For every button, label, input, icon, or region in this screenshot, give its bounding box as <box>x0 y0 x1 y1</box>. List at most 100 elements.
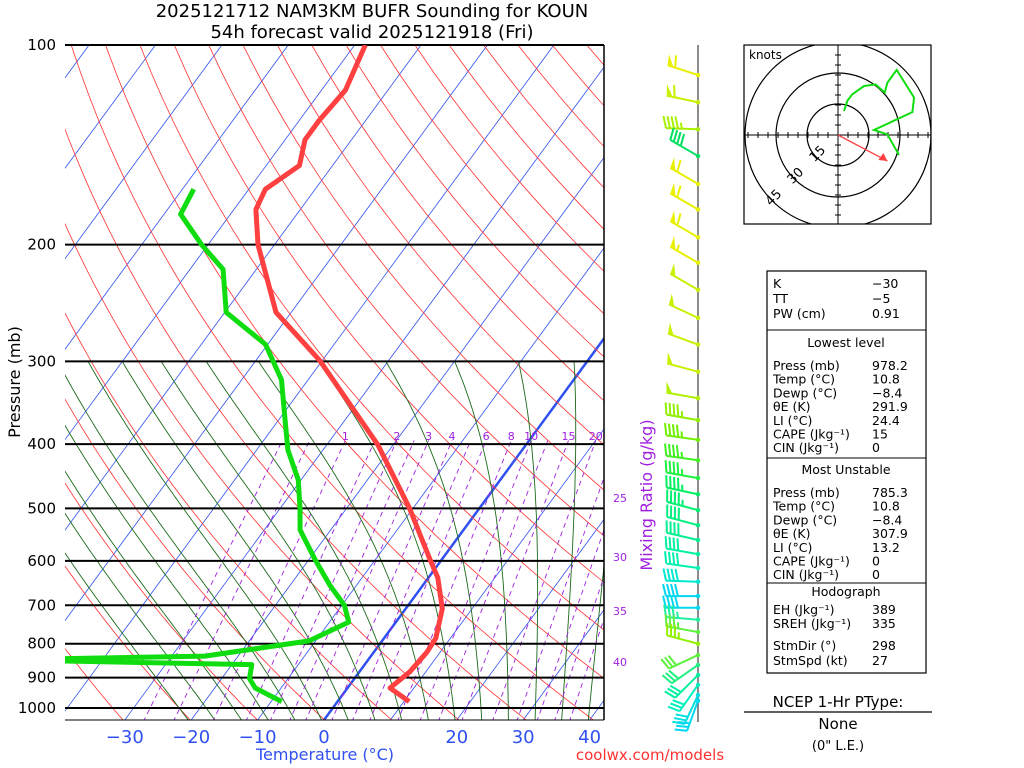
lowest-level-value: 15 <box>872 427 888 442</box>
moist-adiabat <box>87 361 322 720</box>
lowest-level-heading: Lowest level <box>807 335 884 350</box>
lowest-level-label: Dewp (°C) <box>773 385 837 400</box>
dry-adiabat <box>345 45 604 358</box>
moist-adiabat <box>517 361 539 720</box>
dry-adiabat <box>65 647 124 720</box>
index-label: PW (cm) <box>773 306 826 321</box>
most-unstable-label: CAPE (Jkg⁻¹) <box>773 554 850 569</box>
wind-barb <box>666 504 701 528</box>
profiles <box>65 45 445 704</box>
chart-title-line1: 2025121712 NAM3KM BUFR Sounding for KOUN <box>156 1 589 22</box>
most-unstable-value: −8.4 <box>872 512 902 527</box>
moist-adiabat <box>65 470 242 720</box>
most-unstable-value: 0 <box>872 554 880 569</box>
most-unstable-label: Press (mb) <box>773 485 840 500</box>
wind-barb <box>664 460 701 481</box>
hodograph-stat-label: StmSpd (kt) <box>773 653 848 668</box>
isotherm <box>65 45 289 350</box>
wind-barb <box>664 443 701 463</box>
mixing-ratio-line <box>143 440 283 720</box>
isobars <box>65 44 604 721</box>
moist-adiabat <box>258 361 429 720</box>
moist-adiabat <box>160 361 376 720</box>
lowest-level-value: 291.9 <box>872 399 908 414</box>
wind-barb <box>667 322 701 347</box>
dry-adiabat <box>311 45 604 402</box>
wind-barb <box>662 568 701 584</box>
mixing-ratio-line <box>369 440 487 720</box>
index-label: K <box>773 276 782 291</box>
zero-degree-isotherm <box>322 336 604 720</box>
wind-barb <box>662 595 701 610</box>
storm-motion-vector <box>837 134 888 162</box>
pressure-tick-label: 700 <box>27 596 56 614</box>
hodograph-stat-label: SREH (Jkg⁻¹) <box>773 616 851 631</box>
mixing-ratio-line <box>397 440 512 720</box>
lowest-level-label: CIN (Jkg⁻¹) <box>773 440 839 455</box>
mixing-ratio-axis-label: Mixing Ratio (g/kg) <box>637 419 656 570</box>
moist-adiabat <box>318 361 456 720</box>
mixing-ratio-line <box>270 440 398 720</box>
index-value: −30 <box>872 276 898 291</box>
pressure-tick-label: 600 <box>27 552 56 570</box>
isotherm <box>124 66 604 720</box>
most-unstable-label: Dewp (°C) <box>773 512 837 527</box>
mixing-ratio-line <box>289 440 415 720</box>
dry-adiabat <box>173 45 604 583</box>
wind-barb <box>664 402 701 423</box>
mixing-ratio-label: 10 <box>524 430 538 443</box>
wind-barb <box>660 652 701 670</box>
lowest-level-label: θE (K) <box>773 399 810 414</box>
mixing-ratio-label: 3 <box>425 430 432 443</box>
wind-barb <box>669 157 701 187</box>
wind-barb <box>668 293 701 321</box>
temperature-tick-label: 20 <box>445 727 468 748</box>
most-unstable-value: 785.3 <box>872 485 908 500</box>
lowest-level-value: −8.4 <box>872 385 902 400</box>
wind-barb <box>666 381 701 401</box>
most-unstable-value: 10.8 <box>872 499 900 514</box>
mixing-ratio-line <box>419 440 532 720</box>
hodograph-stat-value: 335 <box>872 616 896 631</box>
chart-title-line2: 54h forecast valid 2025121918 (Fri) <box>210 22 533 43</box>
wind-barb <box>665 475 701 497</box>
wind-barb <box>662 583 701 599</box>
hodograph-stat-label: EH (Jkg⁻¹) <box>773 602 835 617</box>
mixing-ratio-label: 1 <box>342 430 349 443</box>
pressure-tick-label: 500 <box>27 499 56 517</box>
mixing-ratio-line <box>554 575 604 720</box>
wind-barb <box>662 115 701 132</box>
isotherm <box>65 45 422 531</box>
hodograph-units: knots <box>749 48 782 62</box>
mixing-ratio-label: 15 <box>561 430 575 443</box>
temperature-tick-label: 0 <box>318 727 329 748</box>
moist-adiabat <box>65 512 216 720</box>
wind-barb <box>669 210 701 240</box>
ptype-panel: NCEP 1-Hr PType: None (0" L.E.) <box>744 693 932 754</box>
hodograph-stat-value: 27 <box>872 653 888 668</box>
ptype-value: None <box>818 715 857 733</box>
dry-adiabat <box>242 45 604 491</box>
most-unstable-label: CIN (Jkg⁻¹) <box>773 567 839 582</box>
credit-link[interactable]: coolwx.com/models <box>576 746 724 764</box>
ptype-note: (0" L.E.) <box>812 739 864 754</box>
lowest-level-value: 10.8 <box>872 372 900 387</box>
wind-barb <box>666 352 701 374</box>
wind-barbs <box>660 54 701 732</box>
wind-barb <box>669 236 701 265</box>
temperature-tick-label: −20 <box>172 727 210 748</box>
dry-adiabat <box>448 45 604 230</box>
dry-adiabat <box>65 312 393 720</box>
most-unstable-value: 0 <box>872 567 880 582</box>
x-axis-label: Temperature (°C) <box>255 745 394 764</box>
moist-adiabat <box>587 561 604 720</box>
wind-barb <box>669 263 701 292</box>
wind-barb <box>665 520 701 543</box>
hodograph-heading: Hodograph <box>811 584 880 599</box>
mixing-ratio-side-label: 25 <box>613 492 627 505</box>
pressure-tick-label: 200 <box>27 236 56 254</box>
pressure-tick-label: 300 <box>27 352 56 370</box>
mixing-ratio-line <box>305 440 430 720</box>
isotherm <box>257 247 604 720</box>
